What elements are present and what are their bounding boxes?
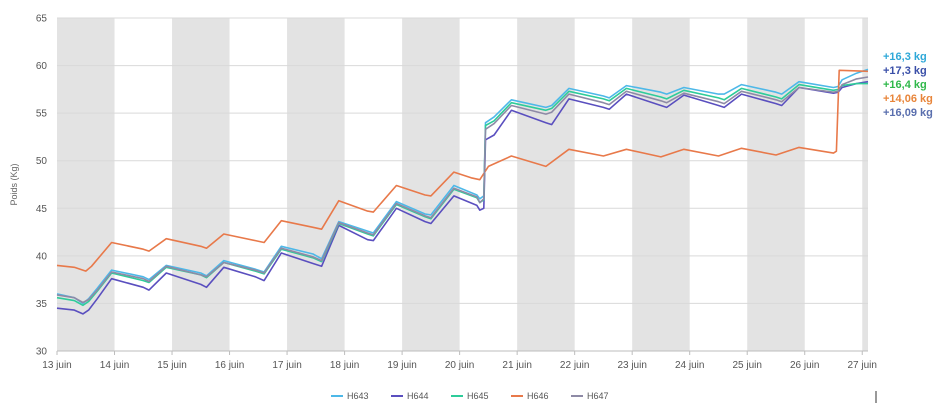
series-line-h647 — [56, 76, 869, 304]
legend-label-h646: H646 — [527, 391, 549, 401]
night-band-5 — [632, 18, 690, 351]
y-tick-40: 40 — [36, 251, 48, 262]
x-tick-16-juin: 16 juin — [215, 360, 244, 371]
y-tick-30: 30 — [36, 347, 48, 358]
x-tick-14-juin: 14 juin — [100, 360, 129, 371]
legend-label-h644: H644 — [407, 391, 429, 401]
legend-item-h647: H647 — [571, 391, 609, 401]
y-axis-label: Poids (Kg) — [9, 163, 19, 205]
legend-item-h645: H645 — [451, 391, 489, 401]
night-band-6 — [747, 18, 805, 351]
annotation-2: +16,4 kg — [883, 79, 927, 91]
x-tick-19-juin: 19 juin — [387, 360, 416, 371]
y-tick-50: 50 — [36, 156, 48, 167]
x-tick-26-juin: 26 juin — [790, 360, 819, 371]
night-bands — [57, 18, 868, 351]
y-tick-65: 65 — [36, 14, 48, 25]
x-tick-17-juin: 17 juin — [272, 360, 301, 371]
annotation-3: +14,06 kg — [883, 93, 933, 105]
y-tick-55: 55 — [36, 109, 48, 120]
night-band-2 — [287, 18, 345, 351]
series-line-h644 — [56, 80, 869, 315]
night-band-7 — [862, 18, 868, 351]
x-tick-18-juin: 18 juin — [330, 360, 359, 371]
x-tick-23-juin: 23 juin — [617, 360, 646, 371]
y-axis-ticks: 30 35 40 45 50 55 60 65 — [36, 14, 48, 358]
night-band-3 — [402, 18, 460, 351]
legend-label-h645: H645 — [467, 391, 489, 401]
night-band-4 — [517, 18, 575, 351]
x-tick-25-juin: 25 juin — [732, 360, 761, 371]
night-band-1 — [172, 18, 230, 351]
gain-annotations: +16,3 kg +17,3 kg +16,4 kg +14,06 kg +16,09 … — [883, 51, 933, 119]
x-tick-22-juin: 22 juin — [560, 360, 589, 371]
y-tick-35: 35 — [36, 299, 48, 310]
legend: H643 H644 H645 H646 H647 — [331, 391, 609, 401]
series-lines — [56, 68, 869, 315]
annotation-4: +16,09 kg — [883, 107, 933, 119]
legend-label-h643: H643 — [347, 391, 369, 401]
x-tick-27-juin: 27 juin — [848, 360, 877, 371]
x-tick-20-juin: 20 juin — [445, 360, 474, 371]
x-axis-ticks: 13 juin 14 juin 15 juin 16 juin 17 juin 18 ju… — [42, 350, 877, 371]
x-tick-15-juin: 15 juin — [157, 360, 186, 371]
annotation-0: +16,3 kg — [883, 51, 927, 63]
legend-label-h647: H647 — [587, 391, 609, 401]
annotation-1: +17,3 kg — [883, 65, 927, 77]
y-tick-60: 60 — [36, 61, 48, 72]
series-line-h643 — [56, 68, 869, 305]
x-tick-13-juin: 13 juin — [42, 360, 71, 371]
y-tick-45: 45 — [36, 204, 48, 215]
x-tick-24-juin: 24 juin — [675, 360, 704, 371]
x-tick-21-juin: 21 juin — [502, 360, 531, 371]
legend-item-h643: H643 — [331, 391, 369, 401]
legend-item-h644: H644 — [391, 391, 429, 401]
legend-item-h646: H646 — [511, 391, 549, 401]
series-line-h646 — [56, 69, 869, 272]
